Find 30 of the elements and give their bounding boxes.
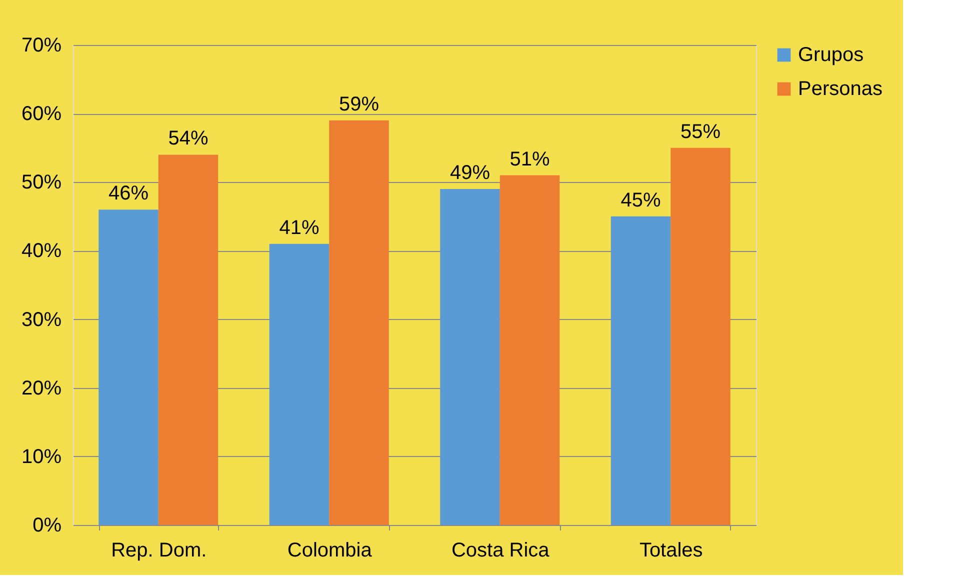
bar	[610, 216, 671, 525]
x-tick-label: Costa Rica	[451, 540, 550, 562]
data-label: 59%	[338, 93, 380, 116]
x-tick-label: Colombia	[287, 540, 373, 562]
data-label: 45%	[620, 189, 661, 212]
bar	[98, 210, 158, 525]
bar	[158, 154, 218, 525]
y-tick-label: 30%	[21, 308, 62, 331]
bar	[269, 244, 330, 525]
data-label: 41%	[279, 216, 320, 239]
legend-label: Grupos	[798, 44, 864, 66]
y-tick-label: 70%	[21, 34, 62, 56]
y-tick-label: 0%	[32, 514, 62, 536]
y-tick-label: 50%	[21, 172, 62, 194]
bar	[329, 120, 389, 525]
data-label: 46%	[108, 182, 149, 205]
bar	[500, 175, 560, 525]
legend-label: Personas	[798, 78, 882, 100]
data-label: 51%	[510, 148, 550, 170]
bar	[670, 148, 730, 525]
bar	[440, 189, 500, 525]
data-label: 49%	[450, 162, 490, 184]
y-tick-label: 20%	[21, 377, 62, 400]
y-tick-label: 40%	[21, 240, 62, 262]
x-tick-label: Rep. Dom.	[111, 540, 207, 562]
x-tick-label: Totales	[639, 540, 703, 562]
data-label: 54%	[168, 128, 208, 150]
y-tick-label: 10%	[21, 446, 62, 468]
data-label: 55%	[680, 120, 721, 143]
y-tick-label: 60%	[21, 103, 62, 126]
